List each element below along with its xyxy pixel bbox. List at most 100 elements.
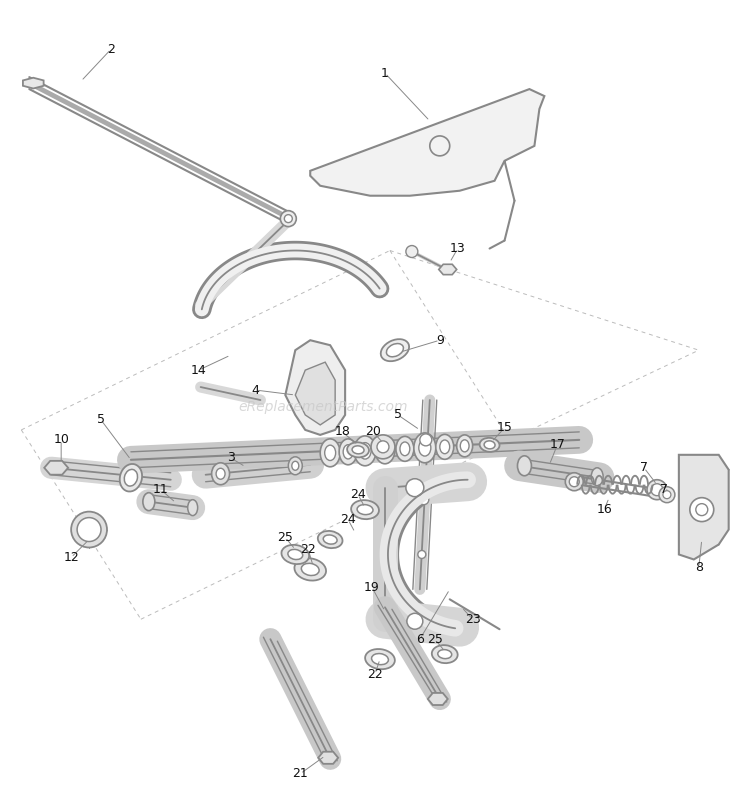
- Ellipse shape: [380, 442, 391, 458]
- Circle shape: [371, 435, 395, 459]
- Text: 1: 1: [381, 67, 389, 80]
- Ellipse shape: [400, 442, 410, 455]
- Ellipse shape: [347, 442, 369, 457]
- Polygon shape: [285, 340, 345, 435]
- Ellipse shape: [359, 442, 371, 459]
- Text: 18: 18: [334, 426, 350, 438]
- Text: 15: 15: [496, 422, 512, 434]
- Ellipse shape: [480, 438, 500, 452]
- Ellipse shape: [325, 445, 336, 460]
- Ellipse shape: [518, 456, 532, 476]
- Ellipse shape: [288, 457, 302, 475]
- Ellipse shape: [371, 654, 388, 665]
- Text: eReplacementParts.com: eReplacementParts.com: [238, 400, 407, 414]
- Text: 22: 22: [368, 667, 382, 680]
- Circle shape: [77, 517, 101, 542]
- Text: 24: 24: [340, 513, 356, 526]
- Ellipse shape: [591, 467, 603, 486]
- Ellipse shape: [318, 531, 343, 548]
- Circle shape: [377, 441, 389, 453]
- Text: 19: 19: [364, 581, 380, 594]
- Circle shape: [280, 210, 296, 226]
- Ellipse shape: [323, 535, 337, 544]
- Ellipse shape: [302, 563, 320, 575]
- Polygon shape: [23, 77, 44, 89]
- Ellipse shape: [352, 446, 364, 454]
- Circle shape: [647, 480, 667, 500]
- Ellipse shape: [288, 550, 303, 559]
- Text: 21: 21: [292, 767, 308, 780]
- Circle shape: [659, 487, 675, 503]
- Text: 13: 13: [450, 242, 466, 255]
- Circle shape: [430, 136, 450, 156]
- Text: 22: 22: [300, 543, 316, 556]
- Ellipse shape: [457, 435, 472, 457]
- Circle shape: [663, 491, 671, 499]
- Text: 7: 7: [640, 461, 648, 474]
- Text: 25: 25: [427, 633, 442, 646]
- Ellipse shape: [142, 492, 154, 511]
- Ellipse shape: [375, 436, 395, 463]
- Text: 10: 10: [53, 434, 69, 447]
- Polygon shape: [296, 362, 335, 425]
- Polygon shape: [44, 461, 68, 475]
- Ellipse shape: [460, 440, 469, 452]
- Text: 24: 24: [350, 488, 366, 501]
- Circle shape: [406, 479, 424, 496]
- Text: 5: 5: [97, 413, 105, 426]
- Ellipse shape: [281, 545, 309, 564]
- Ellipse shape: [339, 439, 357, 465]
- Ellipse shape: [436, 434, 454, 459]
- Circle shape: [418, 550, 426, 559]
- Circle shape: [566, 473, 584, 491]
- Ellipse shape: [381, 339, 409, 361]
- Ellipse shape: [120, 464, 142, 492]
- Circle shape: [651, 484, 663, 496]
- Ellipse shape: [124, 469, 137, 486]
- Ellipse shape: [211, 463, 230, 484]
- Ellipse shape: [432, 645, 457, 663]
- Circle shape: [690, 497, 714, 521]
- Ellipse shape: [438, 650, 452, 659]
- Ellipse shape: [419, 439, 430, 456]
- Ellipse shape: [344, 445, 353, 459]
- Circle shape: [696, 504, 708, 516]
- Ellipse shape: [484, 441, 495, 449]
- Text: 7: 7: [660, 484, 668, 496]
- Ellipse shape: [292, 461, 298, 470]
- Circle shape: [419, 495, 429, 505]
- Text: 20: 20: [365, 426, 381, 438]
- Text: 12: 12: [63, 551, 79, 564]
- Text: 23: 23: [465, 613, 481, 625]
- Circle shape: [406, 246, 418, 257]
- Ellipse shape: [396, 436, 414, 461]
- Circle shape: [420, 434, 432, 446]
- Ellipse shape: [386, 343, 404, 357]
- Ellipse shape: [440, 440, 450, 454]
- Text: 14: 14: [190, 364, 206, 376]
- Ellipse shape: [351, 500, 379, 519]
- Polygon shape: [310, 89, 544, 196]
- Ellipse shape: [320, 439, 340, 467]
- Text: 16: 16: [596, 503, 612, 516]
- Text: 9: 9: [436, 334, 444, 347]
- Ellipse shape: [188, 500, 198, 516]
- Ellipse shape: [365, 649, 394, 669]
- Text: 2: 2: [107, 43, 115, 56]
- Text: 25: 25: [278, 531, 293, 544]
- Ellipse shape: [354, 436, 376, 466]
- Ellipse shape: [414, 433, 436, 463]
- Text: 5: 5: [394, 409, 402, 422]
- Circle shape: [284, 214, 292, 222]
- Text: 6: 6: [416, 633, 424, 646]
- Text: 4: 4: [251, 384, 260, 397]
- Circle shape: [569, 476, 579, 487]
- Polygon shape: [439, 264, 457, 275]
- Ellipse shape: [216, 468, 225, 480]
- Text: 8: 8: [694, 561, 703, 574]
- Circle shape: [71, 512, 107, 547]
- Text: 17: 17: [550, 438, 566, 451]
- Polygon shape: [427, 693, 448, 705]
- Text: 3: 3: [226, 451, 235, 464]
- Ellipse shape: [357, 505, 373, 515]
